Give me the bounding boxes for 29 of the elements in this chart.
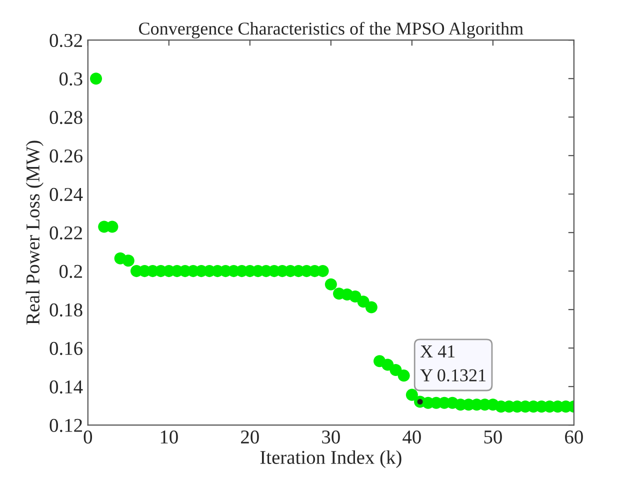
y-tick-label: 0.24 — [50, 188, 83, 202]
point — [406, 388, 418, 401]
y-tick-label: 0.16 — [50, 342, 82, 356]
point — [357, 296, 370, 308]
x-tick-label: 30 — [322, 430, 340, 444]
y-tick-label: 0.2 — [59, 264, 82, 278]
y-tick-label: 0.14 — [50, 380, 83, 394]
y-tick-label: 0.26 — [50, 149, 82, 163]
x-tick-label: 20 — [241, 430, 259, 444]
y-tick-label: 0.22 — [50, 226, 82, 240]
point — [122, 254, 134, 267]
y-tick-label: 0.28 — [50, 110, 82, 124]
y-tick-label: 0.12 — [50, 418, 82, 432]
y-tick-label: 0.32 — [50, 34, 82, 48]
y-tick-label: 0.3 — [59, 72, 82, 86]
y-axis-title: Real Power Loss (MW) — [26, 140, 44, 325]
x-tick-label: 50 — [484, 430, 502, 444]
point — [398, 370, 410, 382]
x-tick-label: 10 — [160, 430, 178, 444]
x-tick-label: 0 — [84, 430, 92, 444]
point — [90, 72, 102, 85]
point — [324, 278, 337, 290]
x-tick-label: 40 — [402, 430, 421, 444]
point — [365, 301, 378, 314]
chart-title: Convergence Characteristics of the MPSO Algorithm — [139, 22, 524, 38]
annotation: X 41 Y 0.1321 — [420, 345, 486, 382]
x-tick-label: 60 — [565, 430, 583, 444]
y-tick-label: 0.18 — [50, 303, 82, 317]
x-axis-title: Iteration Index (k) — [260, 450, 402, 468]
